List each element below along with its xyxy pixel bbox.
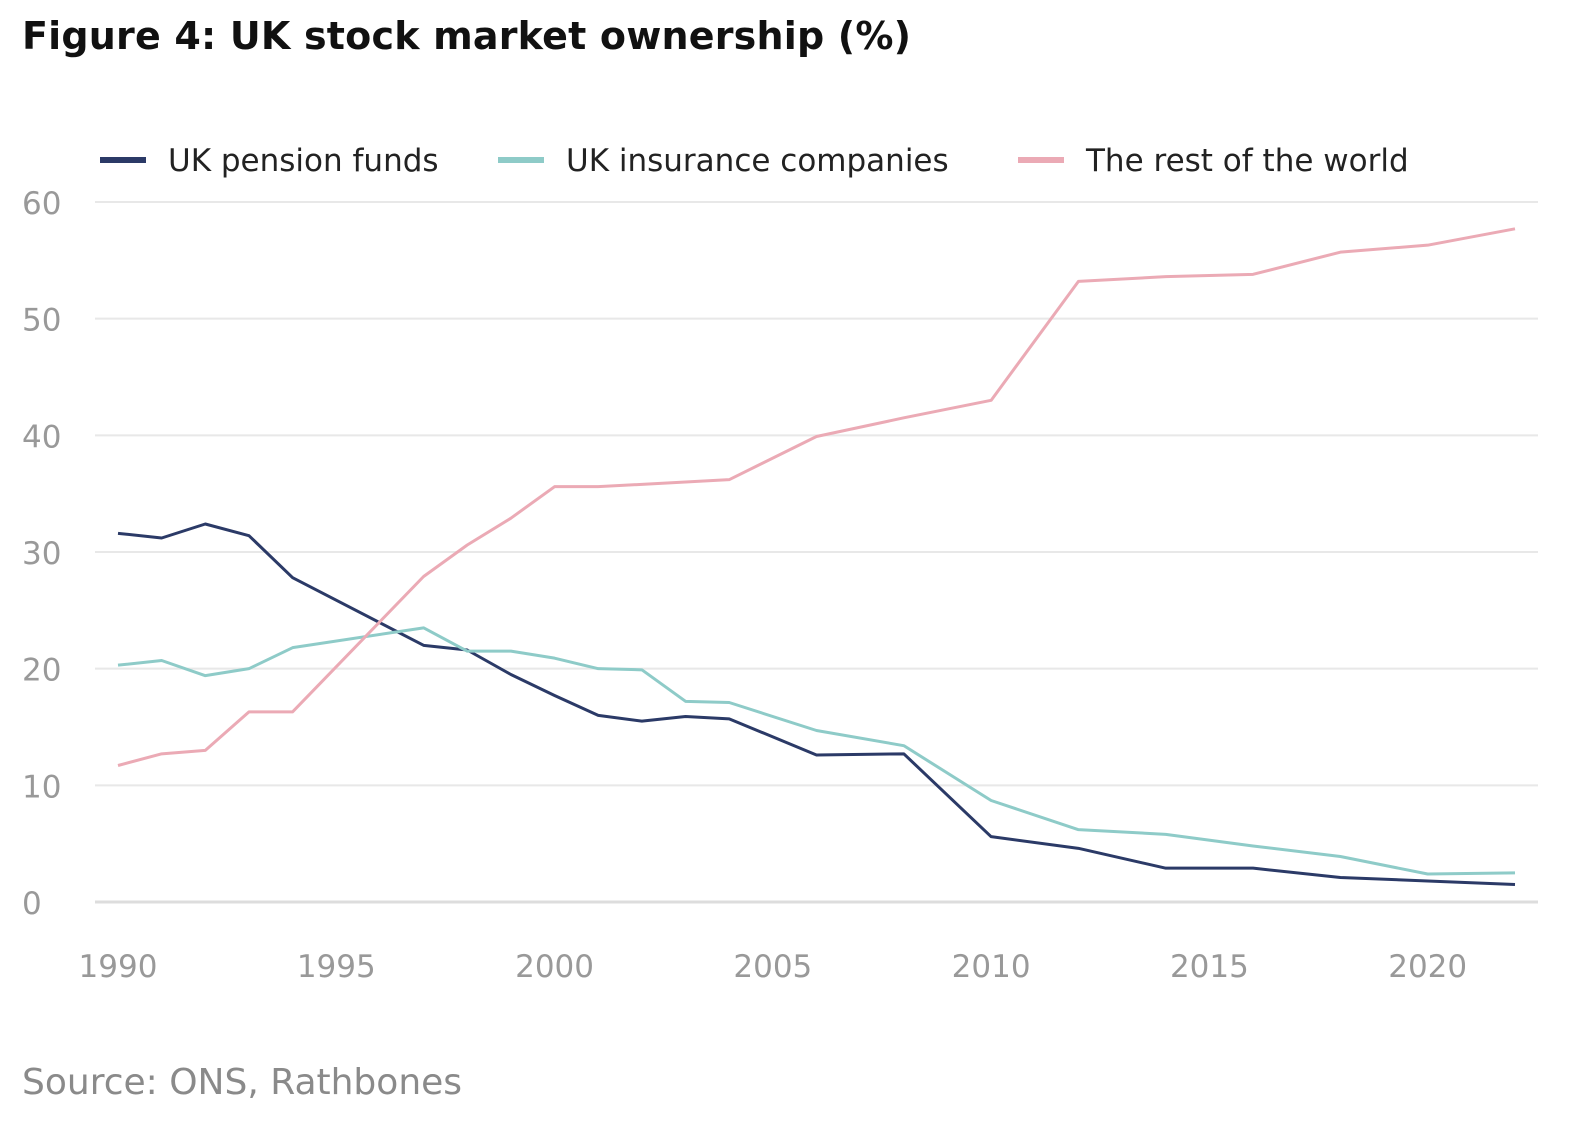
x-tick-label: 1995 [297, 949, 376, 985]
y-tick-label: 50 [22, 303, 61, 339]
y-tick-label: 10 [22, 769, 61, 805]
source-note: Source: ONS, Rathbones [22, 1062, 463, 1103]
series-line-1 [117, 522, 1516, 886]
y-tick-label: 0 [22, 886, 42, 922]
y-tick-label: 20 [22, 653, 61, 689]
y-tick-label: 40 [22, 419, 61, 455]
x-tick-label: 1990 [79, 949, 158, 985]
x-tick-label: 2015 [1170, 949, 1249, 985]
y-tick-label: 30 [22, 536, 61, 572]
chart-title: Figure 4: UK stock market ownership (%) [22, 14, 912, 58]
x-tick-label: 2000 [515, 949, 594, 985]
x-tick-label: 2020 [1388, 949, 1467, 985]
series-line-2 [117, 626, 1516, 876]
series-line-3 [117, 227, 1516, 767]
legend-label-3: The rest of the world [1085, 143, 1409, 179]
legend-label-2: UK insurance companies [566, 143, 949, 179]
legend-label-1: UK pension funds [168, 143, 439, 179]
x-tick-label: 2010 [952, 949, 1031, 985]
x-tick-label: 2005 [733, 949, 812, 985]
y-tick-label: 60 [22, 186, 61, 222]
